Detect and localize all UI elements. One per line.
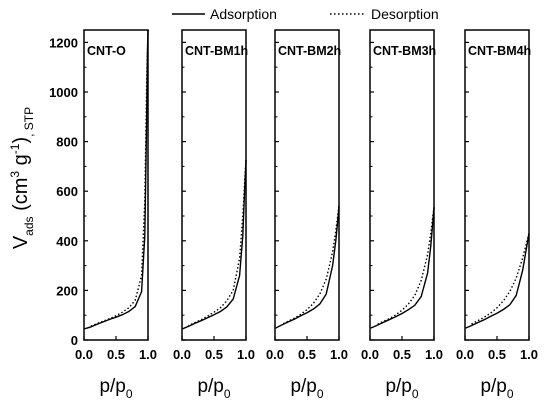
y-tick-label: 800	[56, 135, 78, 150]
y-axis-title-sub: ads	[22, 216, 36, 235]
panel: 0.0 0.5 1.0 CNT-BM2h p/p0	[266, 29, 348, 401]
x-tick-label: 1.0	[139, 347, 157, 362]
x-axis-title: p/p0	[480, 376, 513, 401]
panel-frame	[369, 29, 435, 341]
x-axis-title-sub: 0	[317, 387, 324, 401]
x-axis-title-base: p/p	[480, 376, 506, 397]
x-tick-label: 0.5	[107, 347, 125, 362]
legend-desorption-label: Desorption	[371, 6, 439, 22]
x-axis-title-base: p/p	[197, 376, 223, 397]
x-axis-title-base: p/p	[290, 376, 316, 397]
x-tick-label: 0.0	[361, 347, 379, 362]
x-tick-label: 0.5	[488, 347, 506, 362]
legend-adsorption-label: Adsorption	[210, 6, 277, 22]
y-axis-title-base: V	[10, 235, 32, 249]
panel: 0.0 0.5 1.0 CNT-BM3h p/p0	[361, 29, 443, 401]
adsorption-line	[370, 207, 435, 329]
adsorption-line	[182, 160, 247, 330]
x-tick-label: 0.0	[75, 347, 93, 362]
y-tick-label: 600	[56, 184, 78, 199]
x-tick-label: 0.5	[298, 347, 316, 362]
x-tick-label: 1.0	[425, 347, 443, 362]
x-tick-label: 1.0	[330, 347, 348, 362]
panel-title: CNT-BM4h	[468, 44, 531, 58]
y-axis-title-unit-open: (cm	[10, 178, 32, 217]
desorption-line	[376, 207, 435, 326]
x-tick-label: 0.5	[393, 347, 411, 362]
panel-frame	[83, 29, 149, 341]
desorption-line	[90, 29, 149, 328]
x-tick-label: 1.0	[237, 347, 255, 362]
panel-frame	[274, 29, 340, 341]
x-axis-title-sub: 0	[412, 387, 419, 401]
legend: Adsorption Desorption	[172, 6, 439, 22]
panel-frame	[181, 29, 247, 341]
panel: 0.0 0.5 1.0 CNT-O p/p0	[75, 29, 157, 401]
x-tick-label: 0.0	[266, 347, 284, 362]
y-tick-label: 1000	[49, 85, 78, 100]
panel-title: CNT-O	[87, 44, 126, 58]
panel-title: CNT-BM2h	[278, 44, 341, 58]
y-tick-label: 200	[56, 283, 78, 298]
adsorption-line	[84, 29, 149, 330]
x-axis-title: p/p0	[385, 376, 418, 401]
x-axis-title-base: p/p	[99, 376, 125, 397]
y-axis-title-unit-close: )	[10, 137, 32, 144]
panel-title: CNT-BM3h	[373, 44, 436, 58]
desorption-line	[471, 233, 530, 325]
x-axis-title: p/p0	[290, 376, 323, 401]
y-axis-title: Vads (cm3 g-1), STP	[8, 107, 36, 249]
panel: 0.0 0.5 1.0 CNT-BM4h p/p0	[456, 29, 538, 401]
y-axis-title-unit-mid: g	[10, 154, 32, 171]
x-axis-title-sub: 0	[507, 387, 514, 401]
x-tick-label: 0.5	[205, 347, 223, 362]
panel-title: CNT-BM1h	[185, 44, 248, 58]
desorption-line	[188, 160, 247, 327]
x-axis-title: p/p0	[99, 376, 132, 401]
x-axis-title-sub: 0	[224, 387, 231, 401]
panel-frame	[464, 29, 530, 341]
y-tick-label: 400	[56, 234, 78, 249]
y-axis-title-suffix: , STP	[22, 107, 36, 137]
panel: 0.0 0.5 1.0 CNT-BM1h p/p0	[173, 29, 255, 401]
y-tick-label: 1200	[49, 35, 78, 50]
adsorption-line	[275, 206, 340, 329]
adsorption-line	[465, 233, 530, 329]
x-axis-title-base: p/p	[385, 376, 411, 397]
x-tick-label: 0.0	[456, 347, 474, 362]
x-axis-title-sub: 0	[126, 387, 133, 401]
desorption-line	[281, 206, 340, 326]
x-tick-label: 1.0	[520, 347, 538, 362]
x-axis-title: p/p0	[197, 376, 230, 401]
y-axis-title-sup1: 3	[8, 171, 22, 178]
y-tick-label: 0	[71, 333, 78, 348]
y-axis-title-sup2: -1	[8, 143, 22, 154]
y-tick-labels: 0 200 400 600 800 1000 1200	[49, 35, 78, 348]
x-tick-label: 0.0	[173, 347, 191, 362]
